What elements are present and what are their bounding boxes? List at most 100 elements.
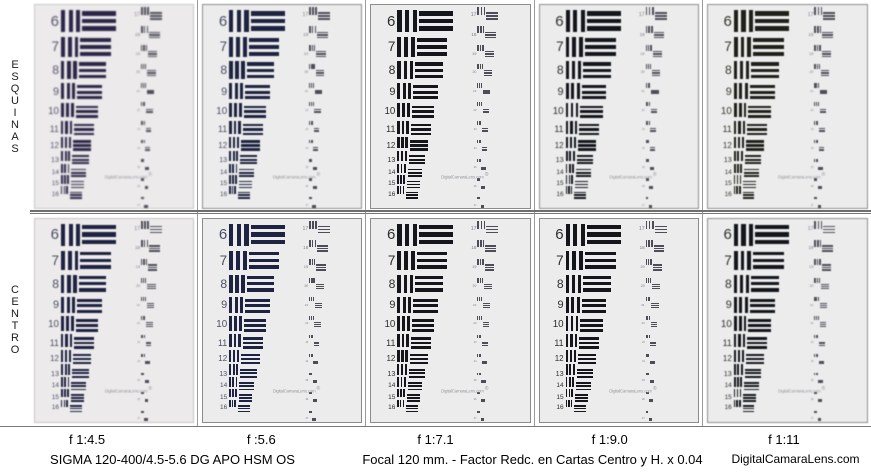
mini-vertical-bar: [818, 83, 820, 88]
horizontal-bar: [242, 128, 263, 131]
mini-horizontal-bar-triplet: [144, 204, 148, 208]
bar-group: 14: [375, 377, 423, 395]
mini-horizontal-bar: [147, 283, 156, 285]
mini-vertical-bar: [479, 315, 480, 320]
horizontal-bar: [744, 168, 759, 171]
horizontal-bar: [581, 298, 607, 302]
horizontal-bar: [753, 38, 784, 42]
mini-bar-group: 21: [469, 296, 498, 315]
vertical-bar: [572, 37, 577, 57]
mini-vertical-bar: [816, 64, 818, 70]
mini-horizontal-bar: [820, 303, 828, 305]
mini-vertical-bar: [814, 391, 816, 395]
vertical-bar-triplet: [565, 37, 583, 57]
mini-vertical-bar: [651, 7, 654, 15]
vertical-bar-triplet: [733, 102, 747, 121]
row-label-letter: E: [11, 58, 19, 71]
vertical-bar: [739, 388, 742, 398]
vertical-bar: [73, 274, 77, 293]
mini-horizontal-bar-triplet: [145, 360, 151, 365]
horizontal-bar-triplet: [743, 180, 757, 189]
mini-vertical-bar: [477, 334, 479, 339]
mini-vertical-bar-triplet: [645, 372, 649, 391]
horizontal-bar-triplet: [408, 155, 425, 165]
mini-horizontal-bar: [653, 247, 665, 250]
horizontal-bar: [575, 180, 589, 183]
mini-horizontal-bar: [651, 303, 659, 305]
mini-vertical-bar: [141, 83, 143, 88]
bar-group: 11: [712, 120, 768, 139]
mini-vertical-bar: [649, 64, 652, 70]
vertical-bar: [571, 61, 576, 80]
horizontal-bar: [406, 197, 418, 199]
vertical-bar: [397, 37, 402, 57]
main-bar-groups: 6 7 8 9 10 11 12 13 14 15 16: [544, 9, 694, 204]
horizontal-bar: [406, 394, 421, 396]
mini-horizontal-bar-triplet: [486, 12, 499, 20]
horizontal-bar: [71, 175, 86, 177]
mini-horizontal-bar: [817, 401, 822, 402]
mini-vertical-bar-triplet: [477, 277, 483, 296]
mini-horizontal-bar: [652, 285, 661, 288]
bar-group-number: 10: [48, 319, 59, 331]
horizontal-bar: [412, 105, 435, 109]
vertical-bar-triplet: [565, 296, 580, 315]
vertical-bar-triplet: [565, 274, 582, 293]
vertical-bar: [70, 316, 74, 331]
mini-horizontal-bar: [649, 185, 653, 187]
mini-horizontal-bar-triplet: [481, 147, 487, 151]
horizontal-bar: [77, 298, 102, 302]
mini-bar-group-number: 19: [303, 50, 309, 56]
horizontal-bar: [416, 51, 448, 56]
vertical-bar: [580, 10, 585, 32]
horizontal-bar: [406, 194, 418, 196]
mini-horizontal-bar: [312, 185, 317, 187]
vertical-bar: [740, 377, 743, 387]
vertical-bar-triplet: [229, 223, 249, 246]
mini-bar-group: 22: [133, 315, 162, 334]
mini-horizontal-bar-triplet: [654, 225, 667, 234]
mini-vertical-bar: [650, 258, 652, 265]
mini-horizontal-bar: [481, 147, 487, 149]
vertical-bar: [737, 350, 741, 362]
horizontal-bar-triplet: [74, 337, 95, 349]
horizontal-bar: [237, 194, 250, 196]
mini-vertical-bar: [482, 45, 484, 52]
mini-vertical-bar: [313, 64, 315, 70]
bar-group: 13: [207, 150, 257, 169]
horizontal-bar: [72, 368, 89, 371]
horizontal-bar: [75, 105, 98, 109]
vertical-bar: [565, 37, 570, 57]
vertical-bar: [570, 120, 573, 134]
vertical-bar-triplet: [565, 399, 573, 418]
vertical-bar-triplet: [61, 250, 79, 271]
vertical-bar: [576, 83, 580, 100]
horizontal-bar: [748, 115, 771, 119]
mini-bar-group-number: 18: [471, 31, 477, 37]
mini-horizontal-bar: [316, 50, 326, 53]
mini-vertical-bar: [648, 45, 650, 52]
vertical-bar: [400, 186, 402, 194]
horizontal-bar: [743, 183, 757, 186]
horizontal-bar: [72, 375, 89, 378]
horizontal-bar-triplet: [581, 85, 607, 100]
mini-bar-group: 23: [638, 121, 667, 139]
vertical-bar: [741, 223, 746, 246]
mini-vertical-bar: [817, 220, 820, 229]
horizontal-bar-triplet: [250, 11, 285, 31]
mini-vertical-bar: [309, 334, 311, 339]
mini-vertical-bar-triplet: [141, 45, 148, 63]
mini-bar-group: 24: [133, 353, 162, 372]
mini-horizontal-bar-triplet: [481, 166, 486, 170]
mini-bar-group-number: 17: [302, 225, 309, 232]
mini-vertical-bar: [141, 7, 143, 15]
mini-horizontal-bar: [317, 247, 328, 250]
mini-horizontal-bar: [146, 322, 153, 324]
horizontal-bar: [744, 175, 759, 177]
horizontal-bar-triplet: [575, 394, 589, 402]
horizontal-bar: [77, 85, 102, 89]
chart-watermark: DigitalCamaraLens.com ®: [609, 172, 656, 179]
vertical-bar-triplet: [229, 136, 240, 155]
mini-vertical-bar: [479, 372, 481, 376]
